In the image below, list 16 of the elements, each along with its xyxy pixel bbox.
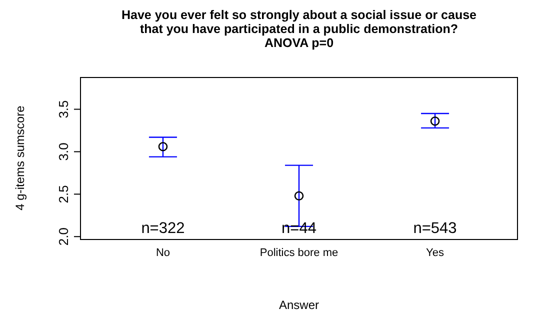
- annotation: n=322: [140, 220, 186, 238]
- chart-title: Have you ever felt so strongly about a social issue or cause that you have participated in a public demonstration?: [120, 8, 478, 36]
- point: [158, 142, 168, 152]
- annotation: n=543: [412, 220, 458, 238]
- y-axis-title: 4 g-items sumscore: [13, 104, 27, 212]
- y-tick-label: 3.0: [56, 142, 71, 161]
- chart-subtitle: ANOVA p=0: [263, 36, 335, 50]
- y-tick-label: 2.5: [56, 185, 71, 204]
- y-tick-label: 3.5: [56, 100, 71, 118]
- x-tick-label: No: [156, 246, 170, 259]
- x-tick-label: Yes: [426, 246, 444, 259]
- point: [430, 116, 440, 126]
- x-tick-label: Politics bore me: [260, 246, 338, 259]
- y-tick-label: 2.0: [56, 228, 71, 246]
- point: [294, 191, 304, 201]
- x-axis-title: Answer: [278, 298, 320, 312]
